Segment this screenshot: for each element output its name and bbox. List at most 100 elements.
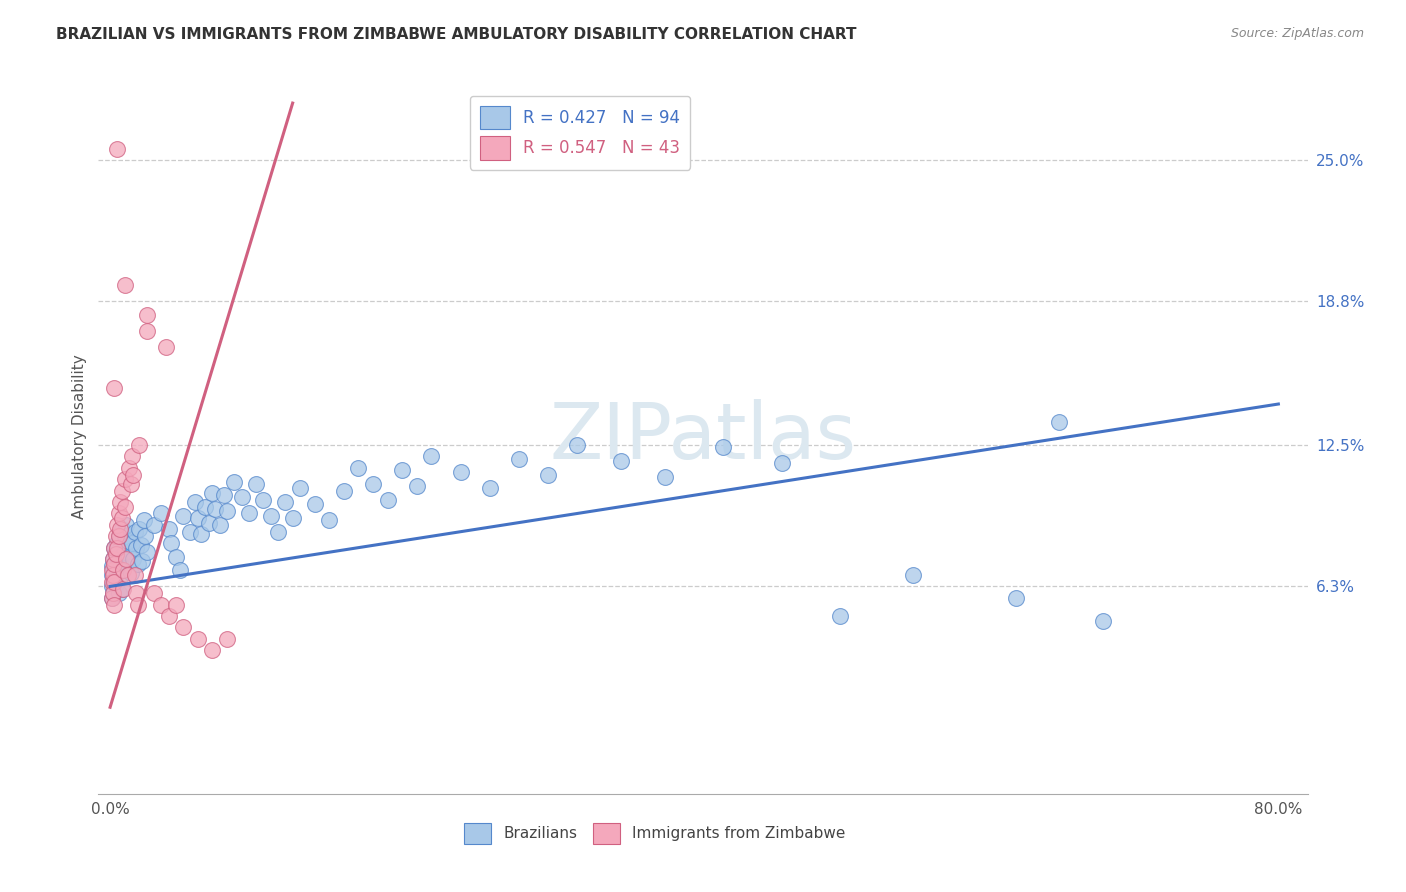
Point [114,472,136,486]
Point [135,324,157,338]
Y-axis label: Ambulatory Disability: Ambulatory Disability [72,355,87,519]
Point [103,381,125,395]
Point [361,476,384,491]
Point [274,495,297,509]
Point [252,492,274,507]
Point [110,554,132,568]
Point [117,568,139,582]
Point [115,517,138,532]
Point [135,545,157,559]
Point [157,523,180,537]
Point [238,507,260,521]
Point [121,536,143,550]
Point [104,529,127,543]
Point [100,591,122,605]
Point [110,495,132,509]
Point [179,524,201,539]
Point [125,586,148,600]
Point [111,483,134,498]
Point [281,511,304,525]
Point [172,508,194,523]
Point [391,463,413,477]
Point [104,561,127,575]
Point [108,507,131,521]
Point [114,500,136,514]
Point [127,598,149,612]
Point [114,278,136,293]
Point [111,582,134,596]
Point [104,577,127,591]
Point [100,591,122,605]
Point [508,451,530,466]
Point [420,450,443,464]
Point [155,340,177,354]
Point [125,541,148,555]
Point [1092,614,1115,628]
Point [654,470,676,484]
Point [150,507,173,521]
Point [107,536,129,550]
Point [169,564,191,578]
Point [118,461,141,475]
Point [212,488,235,502]
Point [537,467,560,482]
Point [101,564,124,578]
Point [450,466,472,480]
Point [142,517,165,532]
Point [128,438,150,452]
Point [110,523,132,537]
Point [567,438,589,452]
Point [201,643,224,657]
Point [107,142,129,156]
Point [165,598,187,612]
Point [172,620,194,634]
Point [108,529,131,543]
Point [103,541,125,555]
Point [122,552,145,566]
Point [198,516,221,530]
Point [134,529,156,543]
Point [117,533,139,548]
Point [190,527,212,541]
Point [108,586,131,600]
Point [101,552,124,566]
Point [101,574,124,589]
Point [347,461,370,475]
Legend: Brazilians, Immigrants from Zimbabwe: Brazilians, Immigrants from Zimbabwe [457,816,852,850]
Point [224,475,246,489]
Point [194,500,217,514]
Point [150,598,173,612]
Point [104,548,127,562]
Point [187,632,209,646]
Point [187,511,209,525]
Point [100,579,122,593]
Point [208,517,231,532]
Text: BRAZILIAN VS IMMIGRANTS FROM ZIMBABWE AMBULATORY DISABILITY CORRELATION CHART: BRAZILIAN VS IMMIGRANTS FROM ZIMBABWE AM… [56,27,856,42]
Point [184,495,207,509]
Point [127,557,149,571]
Point [128,523,150,537]
Point [245,476,267,491]
Point [101,552,124,566]
Point [610,454,633,468]
Point [112,564,135,578]
Point [165,549,187,564]
Point [108,543,131,558]
Point [107,517,129,532]
Point [107,549,129,564]
Point [267,524,290,539]
Point [112,564,135,578]
Point [120,476,142,491]
Point [103,557,125,571]
Point [112,548,135,562]
Point [260,508,283,523]
Point [215,632,238,646]
Point [111,511,134,525]
Point [103,541,125,555]
Point [110,570,132,584]
Point [204,502,226,516]
Point [100,558,122,573]
Point [318,513,340,527]
Point [215,504,238,518]
Point [124,568,146,582]
